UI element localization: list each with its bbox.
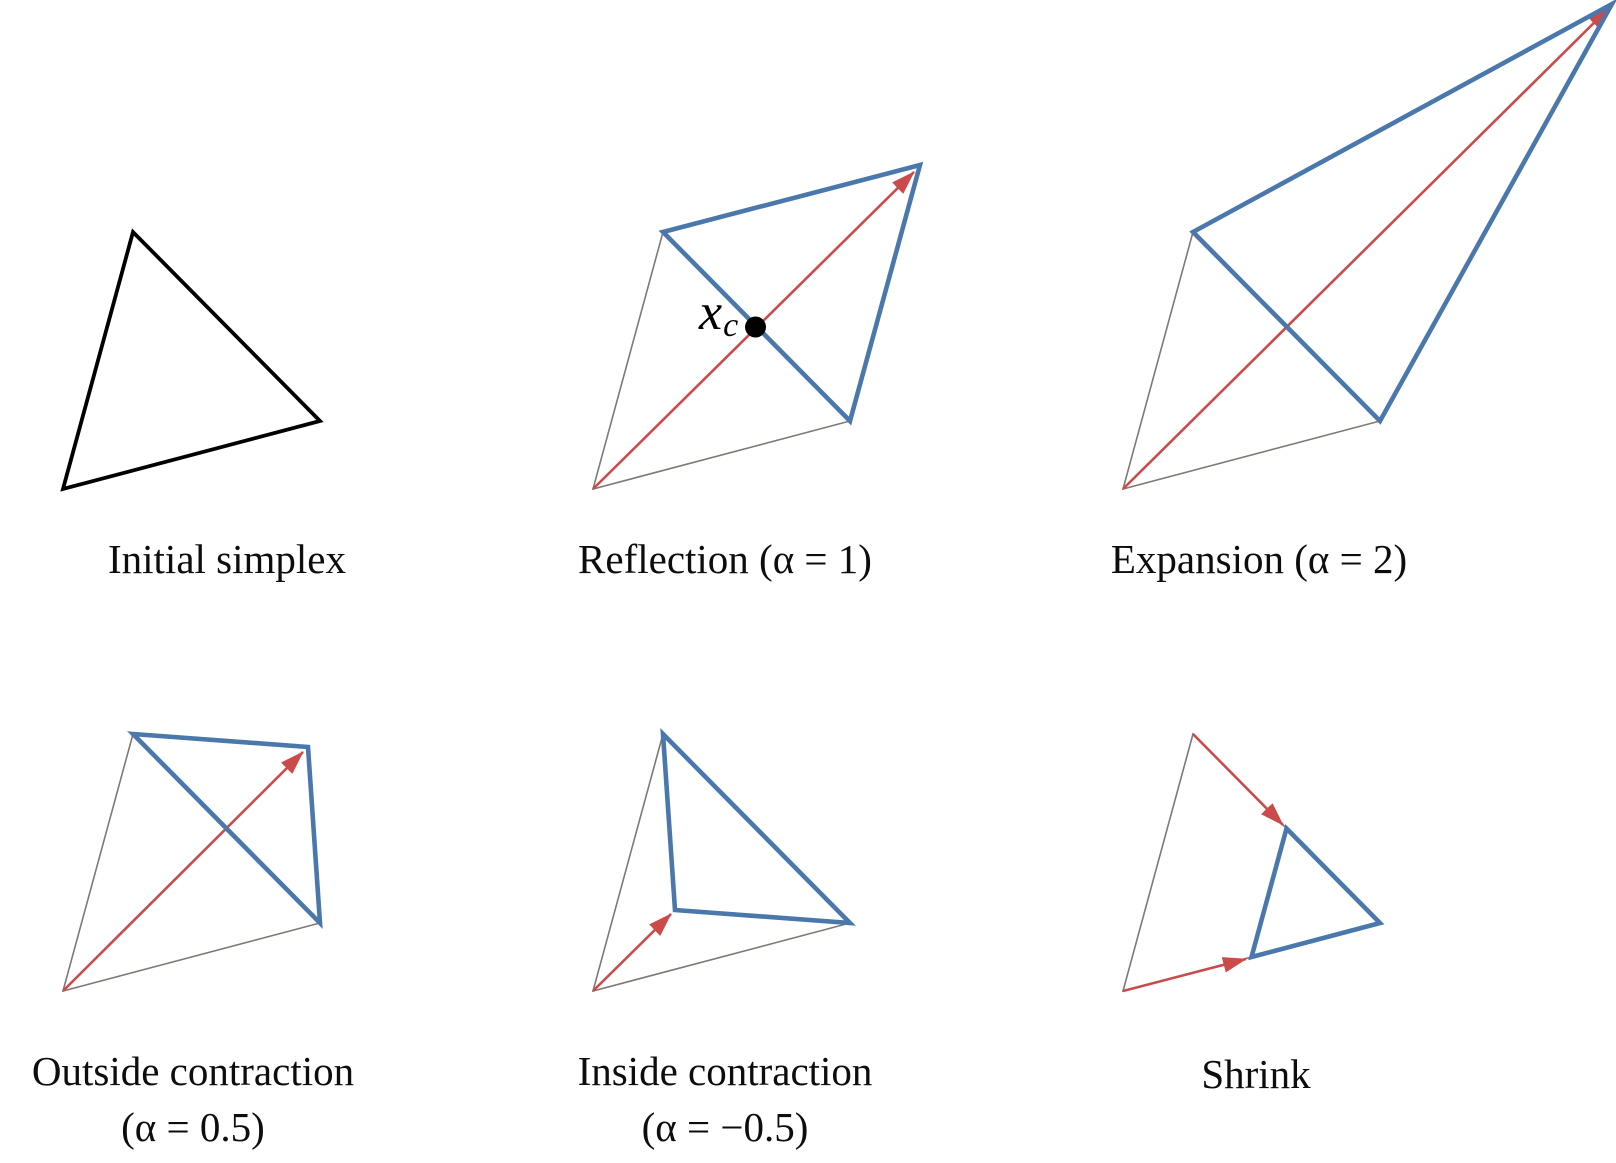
shrink-shrunk-simplex-outline — [1248, 824, 1385, 961]
panel-outside-contraction — [61, 731, 323, 993]
panel-reflection — [591, 161, 924, 491]
outside-contraction-outside-contraction-arrow — [62, 751, 304, 992]
caption-inside-contraction: Inside contraction (α = −0.5) — [578, 1043, 873, 1155]
caption-expansion: Expansion (α = 2) — [1111, 531, 1407, 587]
reflection-centroid-dot — [745, 316, 766, 338]
panel-inside-contraction — [591, 727, 856, 993]
caption-line: Inside contraction — [577, 1048, 873, 1094]
caption-line: Shrink — [1201, 1051, 1311, 1097]
centroid-label-sub: c — [723, 307, 739, 344]
caption-line: Initial simplex — [108, 536, 346, 582]
expansion-expanded-simplex-outline — [1189, 0, 1616, 425]
caption-line: Outside contraction — [31, 1048, 355, 1094]
expansion-expansion-arrow — [1122, 6, 1611, 490]
caption-outside-contraction: Outside contraction (α = 0.5) — [32, 1043, 354, 1155]
caption-line: (α = −0.5) — [641, 1104, 809, 1150]
panel-initial-simplex — [60, 228, 324, 492]
shrink-shrink-arrow-top — [1192, 733, 1284, 826]
inside-contraction-inside-contraction-arrow — [592, 913, 672, 992]
caption-reflection: Reflection (α = 1) — [578, 531, 872, 587]
caption-line: (α = 0.5) — [121, 1104, 265, 1150]
centroid-label-base: x — [699, 284, 723, 341]
initial-simplex-initial-simplex-outline — [60, 228, 324, 492]
inside-contraction-contracted-simplex-outline — [660, 727, 856, 926]
panel-shrink — [1121, 732, 1385, 993]
caption-initial-simplex: Initial simplex — [108, 531, 346, 587]
caption-line: Reflection (α = 1) — [578, 536, 872, 582]
panel-expansion — [1121, 0, 1616, 491]
caption-shrink: Shrink — [1201, 1046, 1310, 1102]
caption-line: Expansion (α = 2) — [1110, 536, 1408, 582]
shrink-shrink-arrow-bottom — [1122, 957, 1247, 993]
centroid-label: xc — [699, 287, 738, 352]
outside-contraction-contracted-simplex-outline — [127, 731, 323, 930]
